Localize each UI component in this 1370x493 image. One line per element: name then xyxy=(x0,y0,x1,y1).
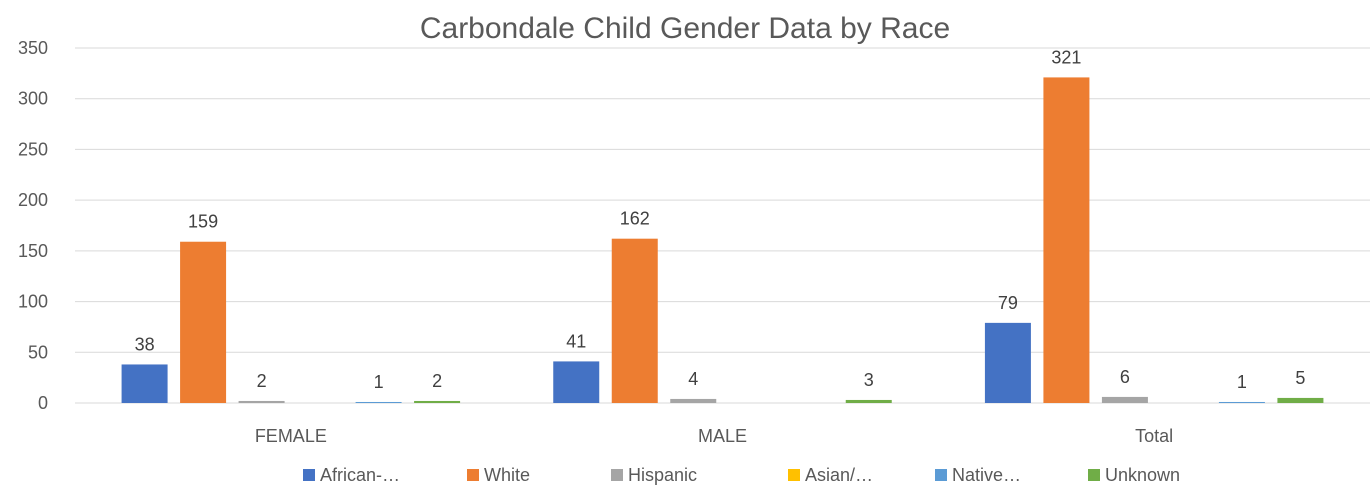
data-label: 1 xyxy=(374,372,384,392)
bars xyxy=(121,77,1324,404)
legend-entry: White xyxy=(484,465,530,485)
y-tick-label: 150 xyxy=(18,241,48,261)
bar-total-series-4 xyxy=(1218,401,1265,403)
legend: African-… White Hispanic Asian/… Native… Unkn… xyxy=(303,465,1180,485)
legend-swatch xyxy=(935,469,947,481)
data-label: 159 xyxy=(188,212,218,232)
data-label: 3 xyxy=(864,370,874,390)
bar-male-series-1 xyxy=(611,238,658,403)
x-tick-label: FEMALE xyxy=(255,426,327,446)
x-tick-label: Total xyxy=(1135,426,1173,446)
y-tick-label: 50 xyxy=(28,342,48,362)
bar-total-series-1 xyxy=(1043,77,1090,404)
data-label: 6 xyxy=(1120,367,1130,387)
legend-entry: Unknown xyxy=(1105,465,1180,485)
bar-female-series-5 xyxy=(414,400,461,403)
bar-total-series-2 xyxy=(1101,396,1148,403)
data-labels: 38 159 2 1 2 41 162 4 3 79 321 6 1 5 xyxy=(135,47,1306,392)
gridlines xyxy=(75,47,1370,404)
legend-entry: Native… xyxy=(952,465,1021,485)
bar-male-series-5 xyxy=(845,399,892,403)
legend-swatch xyxy=(1088,469,1100,481)
legend-entry: Asian/… xyxy=(805,465,873,485)
y-tick-label: 350 xyxy=(18,38,48,58)
legend-swatch xyxy=(611,469,623,481)
bar-female-series-4 xyxy=(355,401,402,403)
bar-total-series-0 xyxy=(984,322,1031,403)
y-tick-label: 100 xyxy=(18,292,48,312)
bar-female-series-1 xyxy=(180,241,227,403)
data-label: 79 xyxy=(998,293,1018,313)
x-axis: FEMALE MALE Total xyxy=(255,426,1173,446)
y-tick-label: 250 xyxy=(18,139,48,159)
y-tick-label: 0 xyxy=(38,393,48,413)
data-label: 321 xyxy=(1051,47,1081,67)
data-label: 2 xyxy=(257,371,267,391)
legend-swatch xyxy=(467,469,479,481)
bar-total-series-5 xyxy=(1277,397,1324,403)
bar-female-series-2 xyxy=(238,400,285,403)
bar-male-series-0 xyxy=(553,361,600,403)
bar-female-series-0 xyxy=(121,364,168,403)
legend-entry: African-… xyxy=(320,465,400,485)
data-label: 2 xyxy=(432,371,442,391)
data-label: 1 xyxy=(1237,372,1247,392)
data-label: 38 xyxy=(135,334,155,354)
chart-title: Carbondale Child Gender Data by Race xyxy=(420,12,950,45)
data-label: 4 xyxy=(688,369,698,389)
y-axis: 0 50 100 150 200 250 300 350 xyxy=(18,38,48,413)
data-label: 5 xyxy=(1295,368,1305,388)
bar-male-series-2 xyxy=(670,398,717,403)
legend-entry: Hispanic xyxy=(628,465,697,485)
y-tick-label: 300 xyxy=(18,89,48,109)
data-label: 162 xyxy=(620,209,650,229)
data-label: 41 xyxy=(566,331,586,351)
legend-swatch xyxy=(788,469,800,481)
y-tick-label: 200 xyxy=(18,190,48,210)
legend-swatch xyxy=(303,469,315,481)
x-tick-label: MALE xyxy=(698,426,747,446)
